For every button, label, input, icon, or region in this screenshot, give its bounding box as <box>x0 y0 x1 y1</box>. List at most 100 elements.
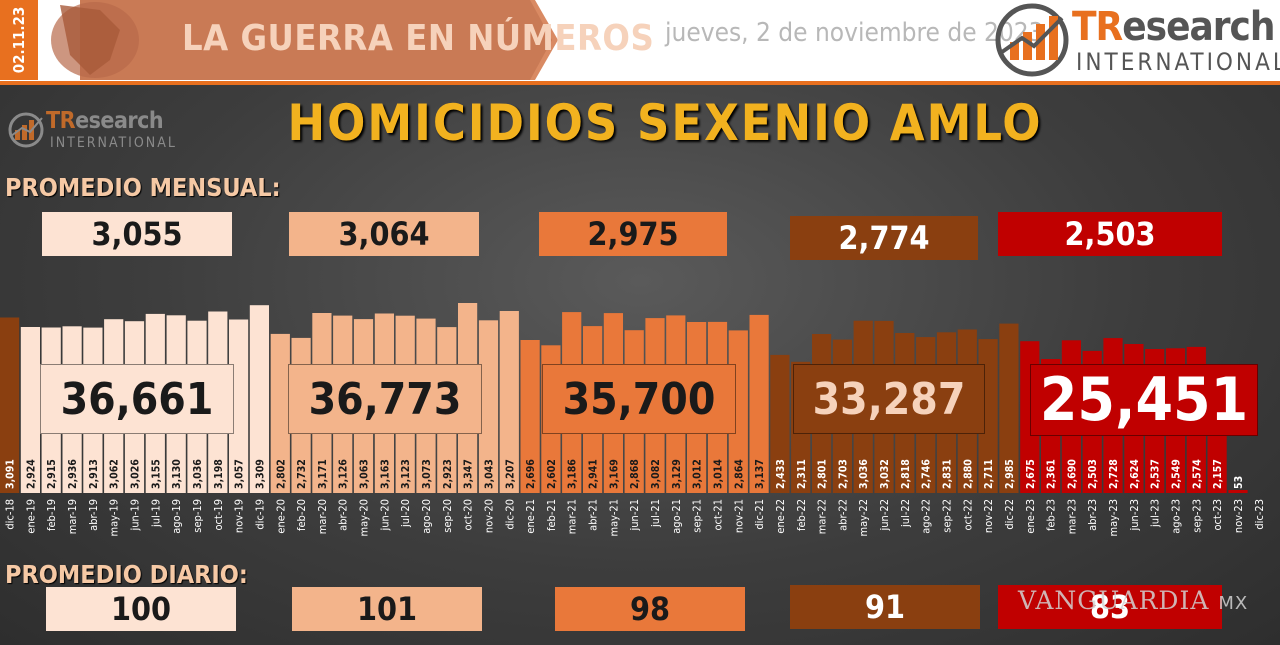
value-label-mar-20: 3,171 <box>317 459 329 489</box>
tick-label-dic-19: dic-19 <box>253 499 266 530</box>
tick-label-ago-20: ago-20 <box>420 499 433 534</box>
bar-dic-21 <box>749 314 769 493</box>
tick-label-nov-21: nov-21 <box>732 499 745 533</box>
tick-label-may-22: may-22 <box>857 499 870 537</box>
value-label-nov-22: 2,711 <box>983 459 995 489</box>
value-label-feb-23: 2,361 <box>1046 459 1058 489</box>
bar-ene-21 <box>520 340 540 493</box>
value-label-nov-23: 53 <box>1233 476 1245 489</box>
value-label-oct-20: 3,347 <box>463 459 475 489</box>
tick-label-abr-21: abr-21 <box>587 499 600 531</box>
monthly-average-2019: 3,055 <box>42 212 232 256</box>
bar-ene-22 <box>770 354 790 493</box>
header-date: jueves, 2 de noviembre de 2023 <box>665 18 1044 48</box>
value-label-abr-20: 3,126 <box>338 459 350 489</box>
value-label-ago-22: 2,746 <box>921 459 933 489</box>
value-label-jul-20: 3,123 <box>400 459 412 489</box>
value-label-sep-21: 3,012 <box>692 459 704 489</box>
tick-label-dic-21: dic-21 <box>753 499 766 530</box>
bar-nov-23 <box>1228 490 1248 493</box>
value-label-oct-22: 2,880 <box>962 459 974 489</box>
tick-label-feb-22: feb-22 <box>795 499 808 531</box>
value-label-ene-20: 2,802 <box>275 459 287 489</box>
value-label-jul-19: 3,155 <box>150 459 162 489</box>
value-label-may-20: 3,063 <box>359 459 371 489</box>
logo-small-international: INTERNATIONAL <box>50 135 177 151</box>
value-label-abr-19: 2,913 <box>88 459 100 489</box>
value-label-ene-21: 2,696 <box>525 459 537 489</box>
bar-nov-20 <box>478 320 499 493</box>
tick-label-jun-21: jun-21 <box>628 499 641 531</box>
logo-top-text: TResearch <box>1072 4 1276 50</box>
tick-label-nov-22: nov-22 <box>982 499 995 533</box>
tick-label-abr-23: abr-23 <box>1086 499 1099 531</box>
logo-small-tr: TR <box>46 108 76 134</box>
bar-dic-18 <box>0 317 20 493</box>
annual-total-2021: 35,700 <box>542 364 736 434</box>
monthly-average-2021: 2,975 <box>539 212 727 256</box>
tick-label-nov-23: nov-23 <box>1232 499 1245 533</box>
tick-label-abr-20: abr-20 <box>337 499 350 531</box>
value-label-dic-20: 3,207 <box>504 459 516 489</box>
tick-label-nov-19: nov-19 <box>233 499 246 533</box>
logo-top-esearch: esearch <box>1122 4 1275 50</box>
monthly-average-label: PROMEDIO MENSUAL: <box>5 173 281 202</box>
value-label-nov-19: 3,057 <box>234 459 246 489</box>
value-label-feb-21: 2,602 <box>546 459 558 489</box>
tick-label-ene-20: ene-20 <box>274 499 287 534</box>
tick-label-abr-22: abr-22 <box>836 499 849 531</box>
tick-label-sep-21: sep-21 <box>691 499 704 533</box>
banner-shape <box>51 0 558 80</box>
value-label-feb-22: 2,311 <box>796 459 808 489</box>
value-label-jun-19: 3,026 <box>130 459 142 489</box>
daily-average-2023: 83 <box>998 585 1222 629</box>
value-label-mar-19: 2,936 <box>67 459 79 489</box>
logo-top-tr: TR <box>1072 4 1123 50</box>
tick-label-dic-22: dic-22 <box>1003 499 1016 530</box>
annual-total-2020: 36,773 <box>288 364 482 434</box>
chart-title: HOMICIDIOS SEXENIO AMLO <box>287 94 1043 152</box>
daily-average-2019: 100 <box>46 587 236 631</box>
tick-label-mar-23: mar-23 <box>1065 499 1078 534</box>
tick-label-mar-19: mar-19 <box>66 499 79 534</box>
logo-small-esearch: esearch <box>75 108 164 134</box>
value-label-sep-22: 2,831 <box>942 459 954 489</box>
value-label-jul-21: 3,082 <box>650 459 662 489</box>
tick-label-mar-21: mar-21 <box>566 499 579 534</box>
value-label-may-19: 3,062 <box>109 459 121 489</box>
tick-label-oct-23: oct-23 <box>1211 499 1224 531</box>
value-label-may-21: 3,169 <box>608 459 620 489</box>
value-label-dic-18: 3,091 <box>5 459 17 489</box>
tick-label-sep-23: sep-23 <box>1190 499 1203 533</box>
tick-label-may-21: may-21 <box>607 499 620 537</box>
tick-label-oct-21: oct-21 <box>712 499 725 531</box>
value-label-ago-23: 2,549 <box>1171 459 1183 489</box>
logo-small: TResearch INTERNATIONAL <box>6 108 176 156</box>
value-label-ago-20: 3,073 <box>421 459 433 489</box>
annual-total-2023: 25,451 <box>1030 364 1258 436</box>
daily-average-2020: 101 <box>292 587 482 631</box>
value-label-feb-20: 2,732 <box>296 459 308 489</box>
value-label-sep-20: 2,923 <box>442 459 454 489</box>
tick-label-ene-21: ene-21 <box>524 499 537 534</box>
tick-label-sep-19: sep-19 <box>191 499 204 533</box>
value-label-ene-23: 2,675 <box>1025 459 1037 489</box>
bar-dic-22 <box>999 323 1019 493</box>
value-label-ene-22: 2,433 <box>775 459 787 489</box>
value-label-oct-19: 3,198 <box>213 459 225 489</box>
tick-label-jun-19: jun-19 <box>129 499 142 531</box>
value-label-may-22: 3,036 <box>858 459 870 489</box>
bar-ene-19 <box>20 327 40 493</box>
value-label-jun-20: 3,163 <box>379 459 391 489</box>
watermark-suffix: MX <box>1218 593 1249 614</box>
bar-dic-19 <box>249 305 269 493</box>
daily-average-2021: 98 <box>555 587 745 631</box>
logo-top: TResearch INTERNATIONAL <box>992 2 1280 78</box>
tick-label-jul-19: jul-19 <box>149 499 162 528</box>
tick-label-ago-19: ago-19 <box>170 499 183 534</box>
tick-label-sep-20: sep-20 <box>441 499 454 533</box>
tick-label-dic-18: dic-18 <box>4 499 17 530</box>
bar-dic-20 <box>499 311 519 493</box>
tick-label-oct-20: oct-20 <box>462 499 475 531</box>
